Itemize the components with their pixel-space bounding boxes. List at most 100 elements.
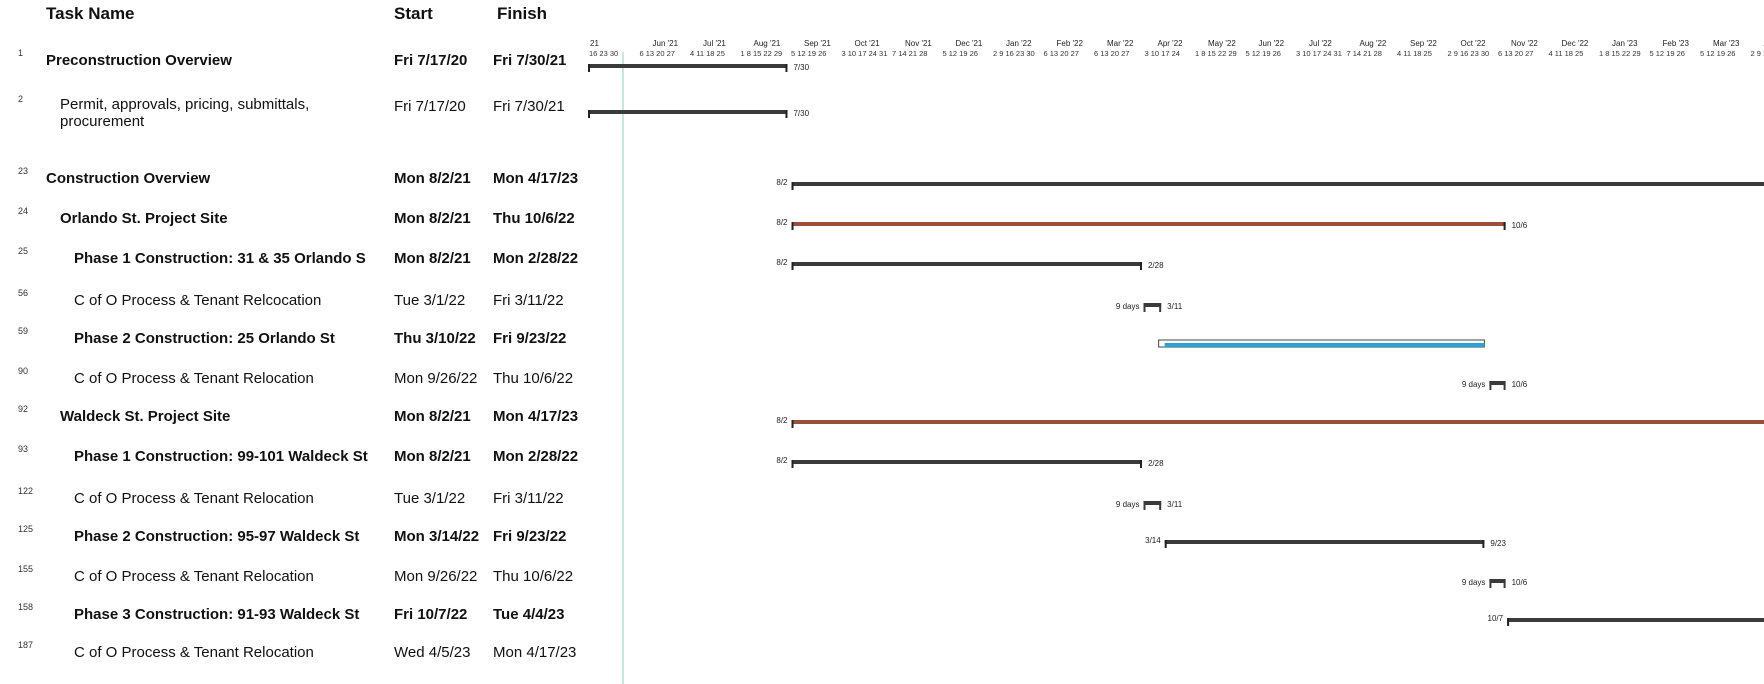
timeline-week-label: 4 11 18 25	[690, 49, 725, 58]
task-finish: Fri 9/23/22	[493, 528, 567, 545]
task-row-id: 187	[18, 640, 34, 650]
task-row-id: 23	[18, 166, 29, 176]
task-bar[interactable]	[1164, 343, 1485, 347]
bar-start-cap	[588, 64, 590, 72]
bar-end-label: 2/28	[1148, 261, 1164, 270]
task-row[interactable]: 125 Phase 2 Construction: 95-97 Waldeck S…	[0, 522, 590, 560]
bar-end-label: 10/6	[1512, 221, 1528, 230]
timeline-week-label: 1 8 15 22 29	[1599, 49, 1641, 58]
task-name: C of O Process & Tenant Relocation	[74, 568, 314, 585]
bar-start-cap	[791, 420, 794, 428]
task-bar[interactable]	[588, 64, 788, 68]
bar-start-label: 8/2	[776, 218, 788, 227]
task-finish: Fri 7/30/21	[493, 98, 565, 115]
bar-end-label: 9/23	[1490, 539, 1506, 548]
task-bar[interactable]	[1164, 540, 1485, 544]
timeline-month-label: Jan '23	[1612, 39, 1638, 48]
task-name: Orlando St. Project Site	[60, 210, 228, 227]
timeline-week-label: 6 13 20 27	[1094, 49, 1129, 58]
summary-bar[interactable]	[1489, 381, 1506, 385]
timeline-week-label: 5 12 19 26	[1650, 49, 1685, 58]
bar-start-cap	[1143, 303, 1146, 312]
task-row[interactable]: 92 Waldeck St. Project Site Mon 8/2/21 Mon …	[0, 402, 590, 440]
task-bar[interactable]	[791, 182, 1764, 186]
task-row[interactable]: 24 Orlando St. Project Site Mon 8/2/21 Thu …	[0, 204, 590, 242]
task-row[interactable]: 93 Phase 1 Construction: 99-101 Waldeck S…	[0, 442, 590, 480]
timeline-week-label: 5 12 19 26	[791, 49, 826, 58]
timeline-month-label: Jun '22	[1259, 39, 1285, 48]
bar-start-cap	[588, 110, 590, 118]
timeline-month-label: Jan '22	[1006, 39, 1032, 48]
task-bar[interactable]	[791, 460, 1142, 464]
task-row-id: 155	[18, 564, 34, 574]
bar-end-label: 7/30	[793, 109, 809, 118]
bar-end-label: 10/6	[1512, 380, 1528, 389]
task-row-id: 125	[18, 524, 34, 534]
summary-bar[interactable]	[1143, 501, 1162, 505]
task-start: Thu 3/10/22	[394, 330, 476, 347]
task-finish: Mon 4/17/23	[493, 170, 579, 187]
bar-end-label: 10/6	[1512, 578, 1528, 587]
task-finish: Mon 4/17/23	[493, 644, 577, 661]
bar-start-label: 8/2	[776, 456, 788, 465]
timeline-month-label: Sep '21	[804, 39, 831, 48]
timeline-week-label: 2 9 16 23 30	[1448, 49, 1490, 58]
timeline-month-label: Aug '21	[754, 39, 781, 48]
summary-bar[interactable]	[1489, 579, 1506, 583]
task-start: Tue 3/1/22	[394, 490, 466, 507]
task-start: Mon 8/2/21	[394, 448, 471, 465]
task-start: Wed 4/5/23	[394, 644, 471, 661]
bar-start-cap	[1489, 381, 1492, 390]
task-row[interactable]: 56 C of O Process & Tenant Relcocation Tue…	[0, 286, 590, 324]
task-row-id: 25	[18, 246, 29, 256]
task-finish: Fri 3/11/22	[493, 490, 564, 507]
task-bar[interactable]	[588, 110, 788, 114]
task-bar[interactable]	[791, 420, 1764, 424]
task-row[interactable]: 23 Construction Overview Mon 8/2/21 Mon 4/1…	[0, 164, 590, 202]
timeline-month-label: Oct '21	[855, 39, 881, 48]
bar-end-cap	[1159, 501, 1162, 510]
task-bar[interactable]	[1507, 618, 1764, 622]
task-name: Construction Overview	[46, 170, 211, 187]
task-row-id: 90	[18, 366, 29, 376]
task-name: C of O Process & Tenant Relocation	[74, 490, 314, 507]
timeline-week-label: 3 10 17 24 31	[842, 49, 888, 58]
task-row-id: 2	[18, 94, 24, 104]
timeline-week-label: 3 10 17 24	[1145, 49, 1180, 58]
timeline-month-label: Aug '22	[1360, 39, 1387, 48]
task-row[interactable]: 122 C of O Process & Tenant Relocation Tue…	[0, 484, 590, 522]
task-row[interactable]: 155 C of O Process & Tenant Relocation Mon…	[0, 562, 590, 600]
task-row[interactable]: 59 Phase 2 Construction: 25 Orlando St Thu…	[0, 324, 590, 362]
task-start: Tue 3/1/22	[394, 292, 466, 309]
timeline-week-label: 6 13 20 27	[1498, 49, 1533, 58]
bar-end-label: 3/11	[1167, 302, 1183, 311]
task-finish: Thu 10/6/22	[493, 210, 575, 227]
task-row[interactable]: 25 Phase 1 Construction: 31 & 35 Orlando …	[0, 244, 590, 282]
timeline-week-label: 1 8 15 22 29	[1195, 49, 1237, 58]
task-name: C of O Process & Tenant Relocation	[74, 370, 314, 387]
column-header-finish: Finish	[497, 4, 548, 23]
task-bar[interactable]	[791, 262, 1142, 266]
task-start: Mon 8/2/21	[394, 170, 471, 187]
summary-bar[interactable]	[1143, 303, 1162, 307]
task-finish: Fri 3/11/22	[493, 292, 564, 309]
task-row[interactable]: 2 Permit, approvals, pricing, submittals,…	[0, 92, 590, 130]
task-row-id: 56	[18, 288, 29, 298]
bar-start-label: 3/14	[1145, 536, 1161, 545]
bar-start-label: 10/7	[1488, 614, 1504, 623]
bar-start-label: 8/2	[776, 416, 788, 425]
bar-end-label: 7/30	[793, 63, 809, 72]
task-bar[interactable]	[791, 222, 1506, 226]
task-row[interactable]: 187 C of O Process & Tenant Relocation Wed…	[0, 638, 590, 676]
timeline-month-label: May '22	[1208, 39, 1236, 48]
task-row[interactable]: 90 C of O Process & Tenant Relocation Mon …	[0, 364, 590, 402]
task-row[interactable]: 1 Preconstruction Overview Fri 7/17/20 Fri …	[0, 46, 590, 84]
timeline-month-label: Dec '21	[956, 39, 983, 48]
task-row-id: 158	[18, 602, 34, 612]
task-row[interactable]: 158 Phase 3 Construction: 91-93 Waldeck S…	[0, 600, 590, 638]
bar-start-cap	[1507, 618, 1510, 626]
task-row-id: 122	[18, 486, 34, 496]
bar-end-label: 3/11	[1167, 500, 1183, 509]
timeline-week-label: 5 12 19 26	[1246, 49, 1281, 58]
timeline-month-label: Nov '21	[905, 39, 932, 48]
